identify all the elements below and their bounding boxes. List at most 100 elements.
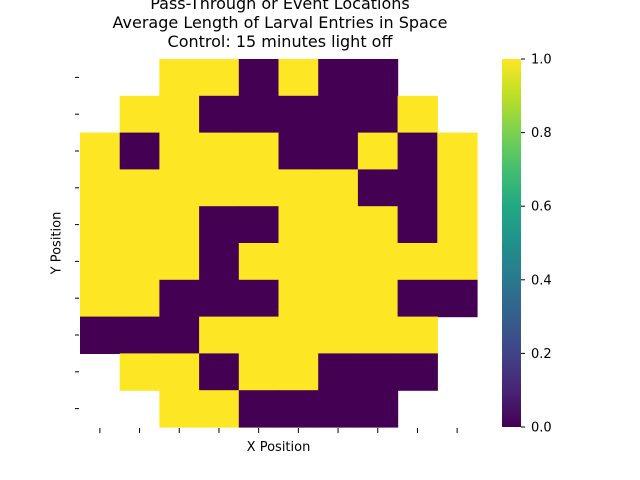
heatmap-cell [199, 95, 240, 134]
heatmap-cell [357, 95, 399, 134]
heatmap-cell [318, 59, 359, 97]
heatmap-cell [199, 206, 240, 244]
heatmap-cell [437, 169, 478, 207]
heatmap-cell [437, 279, 478, 318]
colorbar-tick-label: 0.2 [531, 347, 552, 362]
heatmap-cell [80, 206, 121, 244]
heatmap-cell [199, 169, 240, 207]
heatmap-cell [80, 169, 121, 207]
heatmap-cell [318, 353, 359, 391]
heatmap-cell [318, 206, 359, 244]
y-axis-ticks [75, 76, 79, 410]
heatmap-cell [238, 59, 280, 97]
heatmap-cell [397, 132, 438, 170]
heatmap-cell [80, 132, 121, 170]
colorbar-tick-label: 1.0 [531, 53, 552, 68]
heatmap-cell [357, 390, 399, 428]
heatmap-cell [238, 353, 280, 391]
heatmap-cell [80, 279, 121, 318]
heatmap-cell [318, 169, 359, 207]
chart-title: Pass-Through or Event Locations Average … [80, 0, 480, 51]
heatmap-cell [199, 243, 240, 281]
heatmap-cell [159, 390, 200, 428]
heatmap-cell [278, 206, 319, 244]
heatmap-cell [397, 279, 438, 318]
heatmap-cell [318, 279, 359, 318]
heatmap-cell [119, 206, 160, 244]
heatmap-cell [159, 279, 200, 318]
heatmap-cell [357, 353, 399, 391]
heatmap-cell [357, 206, 399, 244]
colorbar-ticks: 0.0 0.2 0.4 0.6 0.8 1.0 [521, 53, 552, 436]
heatmap-cell [238, 243, 280, 281]
heatmap-cell [278, 353, 319, 391]
heatmap-cell [159, 132, 200, 170]
heatmap-cell [159, 95, 200, 134]
colorbar-tick-label: 0.4 [531, 273, 552, 288]
x-axis-ticks [99, 428, 458, 433]
heatmap-cell [397, 206, 438, 244]
heatmap-cell [80, 316, 121, 354]
heatmap-cell [238, 316, 280, 354]
heatmap-cell [238, 169, 280, 207]
heatmap-cell [199, 316, 240, 354]
colorbar-tick-label: 0.8 [531, 126, 552, 141]
heatmap-cell [357, 132, 399, 170]
heatmap-cell [278, 132, 319, 170]
heatmap-cell [318, 132, 359, 170]
heatmap-cell [278, 390, 319, 428]
heatmap-cell [318, 316, 359, 354]
heatmap-cell [318, 95, 359, 134]
heatmap-cell [397, 95, 438, 134]
colorbar-tick-label: 0.0 [531, 421, 552, 436]
heatmap-cell [437, 243, 478, 281]
heatmap-cell [278, 279, 319, 318]
heatmap-cell [238, 279, 280, 318]
heatmap-cell [159, 243, 200, 281]
y-axis-label: Y Position [49, 211, 65, 275]
colorbar [502, 59, 521, 427]
heatmap-cell [80, 243, 121, 281]
heatmap-cell [119, 132, 160, 170]
x-axis-label: X Position [246, 440, 311, 455]
heatmap-cell [397, 169, 438, 207]
heatmap-cell [119, 316, 160, 354]
heatmap-cell [159, 353, 200, 391]
title-line-3: Control: 15 minutes light off [167, 32, 393, 51]
title-line-1: Pass-Through or Event Locations [150, 0, 410, 13]
heatmap-cell [357, 169, 399, 207]
heatmap-cell [318, 243, 359, 281]
heatmap-cell [238, 390, 280, 428]
heatmap-cell [397, 353, 438, 391]
heatmap-cell [357, 279, 399, 318]
heatmap-cell [159, 169, 200, 207]
heatmap-cell [119, 243, 160, 281]
heatmap-cell [357, 59, 399, 97]
heatmap-cell [119, 279, 160, 318]
heatmap-cell [357, 243, 399, 281]
heatmap-cell [318, 390, 359, 428]
heatmap-cell [238, 95, 280, 134]
heatmap-cell [278, 169, 319, 207]
heatmap-cell [199, 59, 240, 97]
heatmap-cell [159, 316, 200, 354]
heatmap-cell [159, 59, 200, 97]
heatmap-cell [397, 243, 438, 281]
heatmap-cell [397, 316, 438, 354]
colorbar-tick-label: 0.6 [531, 200, 552, 215]
heatmap-cell [119, 169, 160, 207]
heatmap-cell [238, 206, 280, 244]
heatmap-cell [278, 95, 319, 134]
heatmap-cell [278, 59, 319, 97]
heatmap-cell [238, 132, 280, 170]
heatmap-cell [199, 353, 240, 391]
heatmap-cell [199, 390, 240, 428]
heatmap-cell [159, 206, 200, 244]
heatmap-cell [199, 132, 240, 170]
heatmap-cell [278, 243, 319, 281]
heatmap-cell [278, 316, 319, 354]
heatmap-cell [437, 132, 478, 170]
heatmap-cell [119, 353, 160, 391]
heatmap-cell [199, 279, 240, 318]
